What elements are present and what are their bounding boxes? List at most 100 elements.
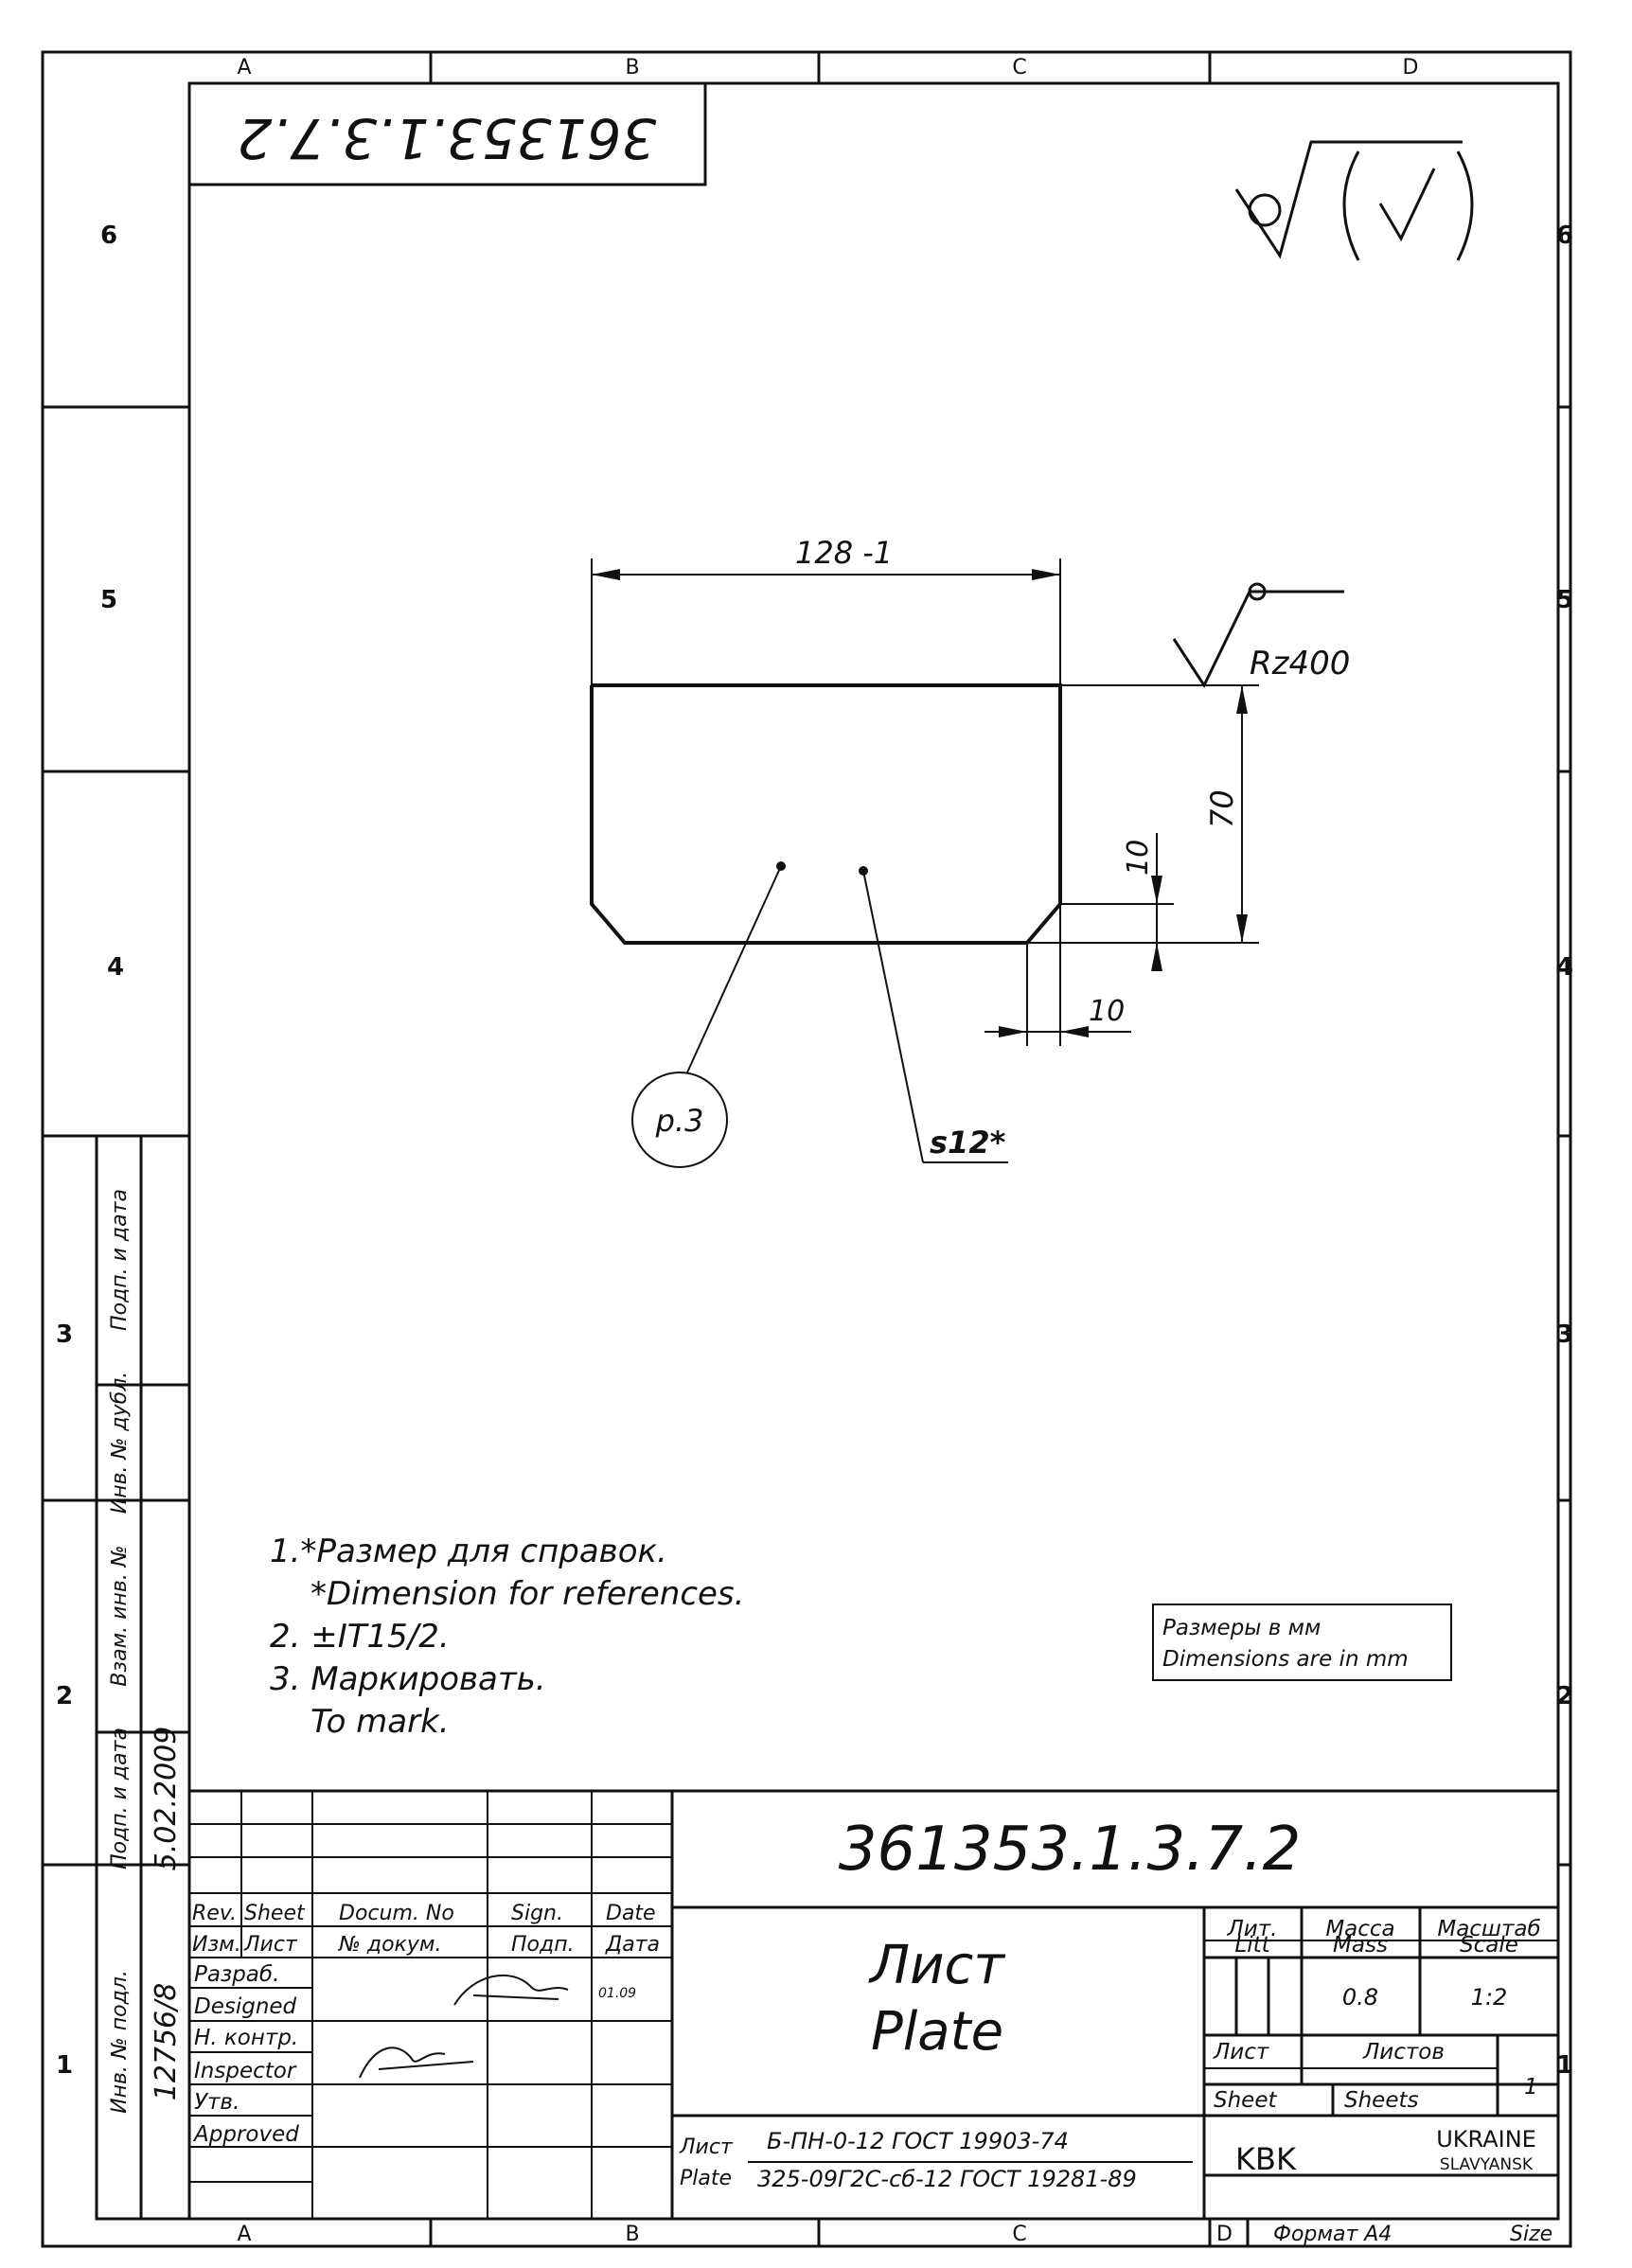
chamfer-v-dimension: 10 <box>1122 833 1162 971</box>
zone-col-b-bottom: B <box>625 2223 639 2246</box>
title-en: Plate <box>871 2001 1003 2063</box>
side-stamp-labels: Подп. и дата Инв. № дубл. Взам. инв. № П… <box>108 1189 132 2114</box>
chamfer-h-dim-label: 10 <box>1089 995 1125 1028</box>
note-3-ru: 3. Маркировать. <box>270 1660 546 1698</box>
height-dimension: 70 <box>1204 685 1248 943</box>
rev-header-sheet-ru: Лист <box>243 1933 298 1957</box>
zone-row-4-right: 4 <box>1556 953 1573 982</box>
zone-row-3-left: 3 <box>56 1320 73 1349</box>
rev-header-rev-ru: Изм. <box>192 1933 241 1957</box>
bottom-zone-strip <box>429 2219 1212 2246</box>
zone-col-c-bottom: C <box>1012 2223 1026 2246</box>
width-dim-label: 128 -1 <box>795 535 893 571</box>
material-line-1: Б-ПН-0-12 ГОСТ 19903-74 <box>767 2128 1069 2154</box>
inspector-signature <box>359 2047 474 2079</box>
sheets-value: 1 <box>1524 2075 1538 2100</box>
role-approved-en: Approved <box>192 2122 299 2147</box>
notes: 1.*Размер для справок. *Dimension for re… <box>270 1533 744 1741</box>
stamp-repl-inv: Взам. инв. № <box>108 1545 132 1686</box>
format-label-ru: Формат А4 <box>1273 2223 1392 2246</box>
stamp-dup-inv: Инв. № дубл. <box>108 1372 132 1515</box>
title-ru: Лист <box>868 1935 1005 1996</box>
zone-row-2-left: 2 <box>56 1682 73 1710</box>
rev-header-sign: Sign. <box>511 1902 563 1925</box>
role-designed-en: Designed <box>194 1994 297 2019</box>
leader-lines <box>686 861 1008 1163</box>
rev-header-doc: Docum. No <box>339 1902 454 1925</box>
material-line-2: 325-09Г2С-сб-12 ГОСТ 19281-89 <box>757 2166 1137 2192</box>
scale-value: 1:2 <box>1471 1984 1508 2011</box>
zone-row-6-right: 6 <box>1556 221 1573 250</box>
chamfer-v-dim-label: 10 <box>1122 840 1155 876</box>
units-box-ru: Размеры в мм <box>1162 1616 1321 1640</box>
zone-row-3-right: 3 <box>1556 1320 1573 1349</box>
width-dimension: 128 -1 <box>592 535 1060 580</box>
height-dim-label: 70 <box>1204 789 1240 828</box>
zone-row-1-right: 1 <box>1556 2051 1573 2080</box>
chamfer-h-dimension: 10 <box>985 995 1131 1037</box>
sheets-label-ru: Листов <box>1362 2040 1445 2064</box>
role-inspector-ru: Н. контр. <box>194 2026 298 2050</box>
rotated-number-box <box>187 81 707 186</box>
company-city: SLAVYANSK <box>1440 2155 1534 2174</box>
top-zone-strip <box>429 52 1212 83</box>
stamp-inv-value: 12756/8 <box>150 1983 183 2101</box>
sheet-label-en: Sheet <box>1214 2088 1277 2113</box>
rev-header-date: Date <box>606 1902 656 1925</box>
stamp-sign-date-1: Подп. и дата <box>108 1189 132 1331</box>
rev-header-doc-ru: № докум. <box>338 1933 441 1957</box>
outer-frame <box>41 50 1572 2248</box>
item-balloon <box>631 1072 728 1168</box>
rev-header-sheet: Sheet <box>244 1902 306 1925</box>
lit-header-en: Litt <box>1234 1933 1270 1958</box>
sheets-label-en: Sheets <box>1344 2088 1418 2113</box>
zone-row-2-right: 2 <box>1556 1682 1573 1710</box>
company-name: KBK <box>1235 2141 1297 2177</box>
note-1-en: *Dimension for references. <box>310 1575 744 1613</box>
extension-lines <box>591 558 1259 1046</box>
mass-header-en: Mass <box>1333 1933 1388 1958</box>
material-label-en: Plate <box>680 2167 732 2190</box>
bottom-zone-d: D <box>1216 2223 1233 2246</box>
designer-signature <box>453 1974 569 2006</box>
zone-row-5-left: 5 <box>100 586 117 614</box>
role-designed-date: 01.09 <box>598 1986 636 2001</box>
zone-row-5-right: 5 <box>1556 586 1573 614</box>
main-drawing-number: 361353.1.3.7.2 <box>839 1815 1302 1885</box>
mass-value: 0.8 <box>1342 1984 1378 2011</box>
note-1-ru: 1.*Размер для справок. <box>270 1533 667 1570</box>
lit-header-ru: Лит. <box>1227 1917 1278 1941</box>
sheet-label-ru: Лист <box>1213 2040 1269 2064</box>
mass-header-ru: Масса <box>1325 1917 1394 1941</box>
part-outline <box>590 683 1062 945</box>
zone-col-a-top: A <box>237 56 251 80</box>
side-stamp-values: 5.02.2009 12756/8 <box>150 1727 183 2101</box>
role-designed-ru: Разраб. <box>194 1962 279 1987</box>
units-box-en: Dimensions are in mm <box>1162 1647 1409 1672</box>
note-2: 2. ±IT15/2. <box>270 1618 450 1656</box>
stamp-sign-date-2: Подп. и дата <box>108 1728 132 1869</box>
title-block-grid <box>189 1789 1558 2246</box>
inner-frame <box>187 81 1560 2221</box>
zone-col-b-top: B <box>625 56 639 80</box>
zone-col-c-top: C <box>1012 56 1026 80</box>
side-stamp <box>95 1134 191 2221</box>
stamp-orig-inv: Инв. № подл. <box>108 1970 132 2114</box>
stamp-date-value: 5.02.2009 <box>150 1727 183 1871</box>
scale-header-en: Scale <box>1460 1933 1518 1958</box>
roughness-symbol <box>1172 582 1344 689</box>
item-balloon-label: p.3 <box>655 1103 704 1139</box>
note-3-en: To mark. <box>310 1703 450 1741</box>
zone-col-a-bottom: A <box>237 2223 251 2246</box>
zone-row-1-left: 1 <box>56 2051 73 2080</box>
rev-header-sign-ru: Подп. <box>511 1933 575 1957</box>
role-inspector-en: Inspector <box>194 2059 297 2083</box>
zone-col-d-top: D <box>1403 56 1419 80</box>
rev-header-date-ru: Дата <box>605 1933 660 1957</box>
revision-grid <box>189 1791 672 2219</box>
format-label-en: Size <box>1510 2223 1552 2246</box>
role-approved-ru: Утв. <box>194 2090 239 2115</box>
zone-row-4-left: 4 <box>107 953 124 982</box>
rotated-drawing-number: 361353.1.3.7.2 <box>238 106 657 170</box>
